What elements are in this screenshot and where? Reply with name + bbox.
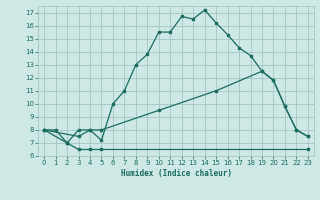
X-axis label: Humidex (Indice chaleur): Humidex (Indice chaleur) bbox=[121, 169, 231, 178]
